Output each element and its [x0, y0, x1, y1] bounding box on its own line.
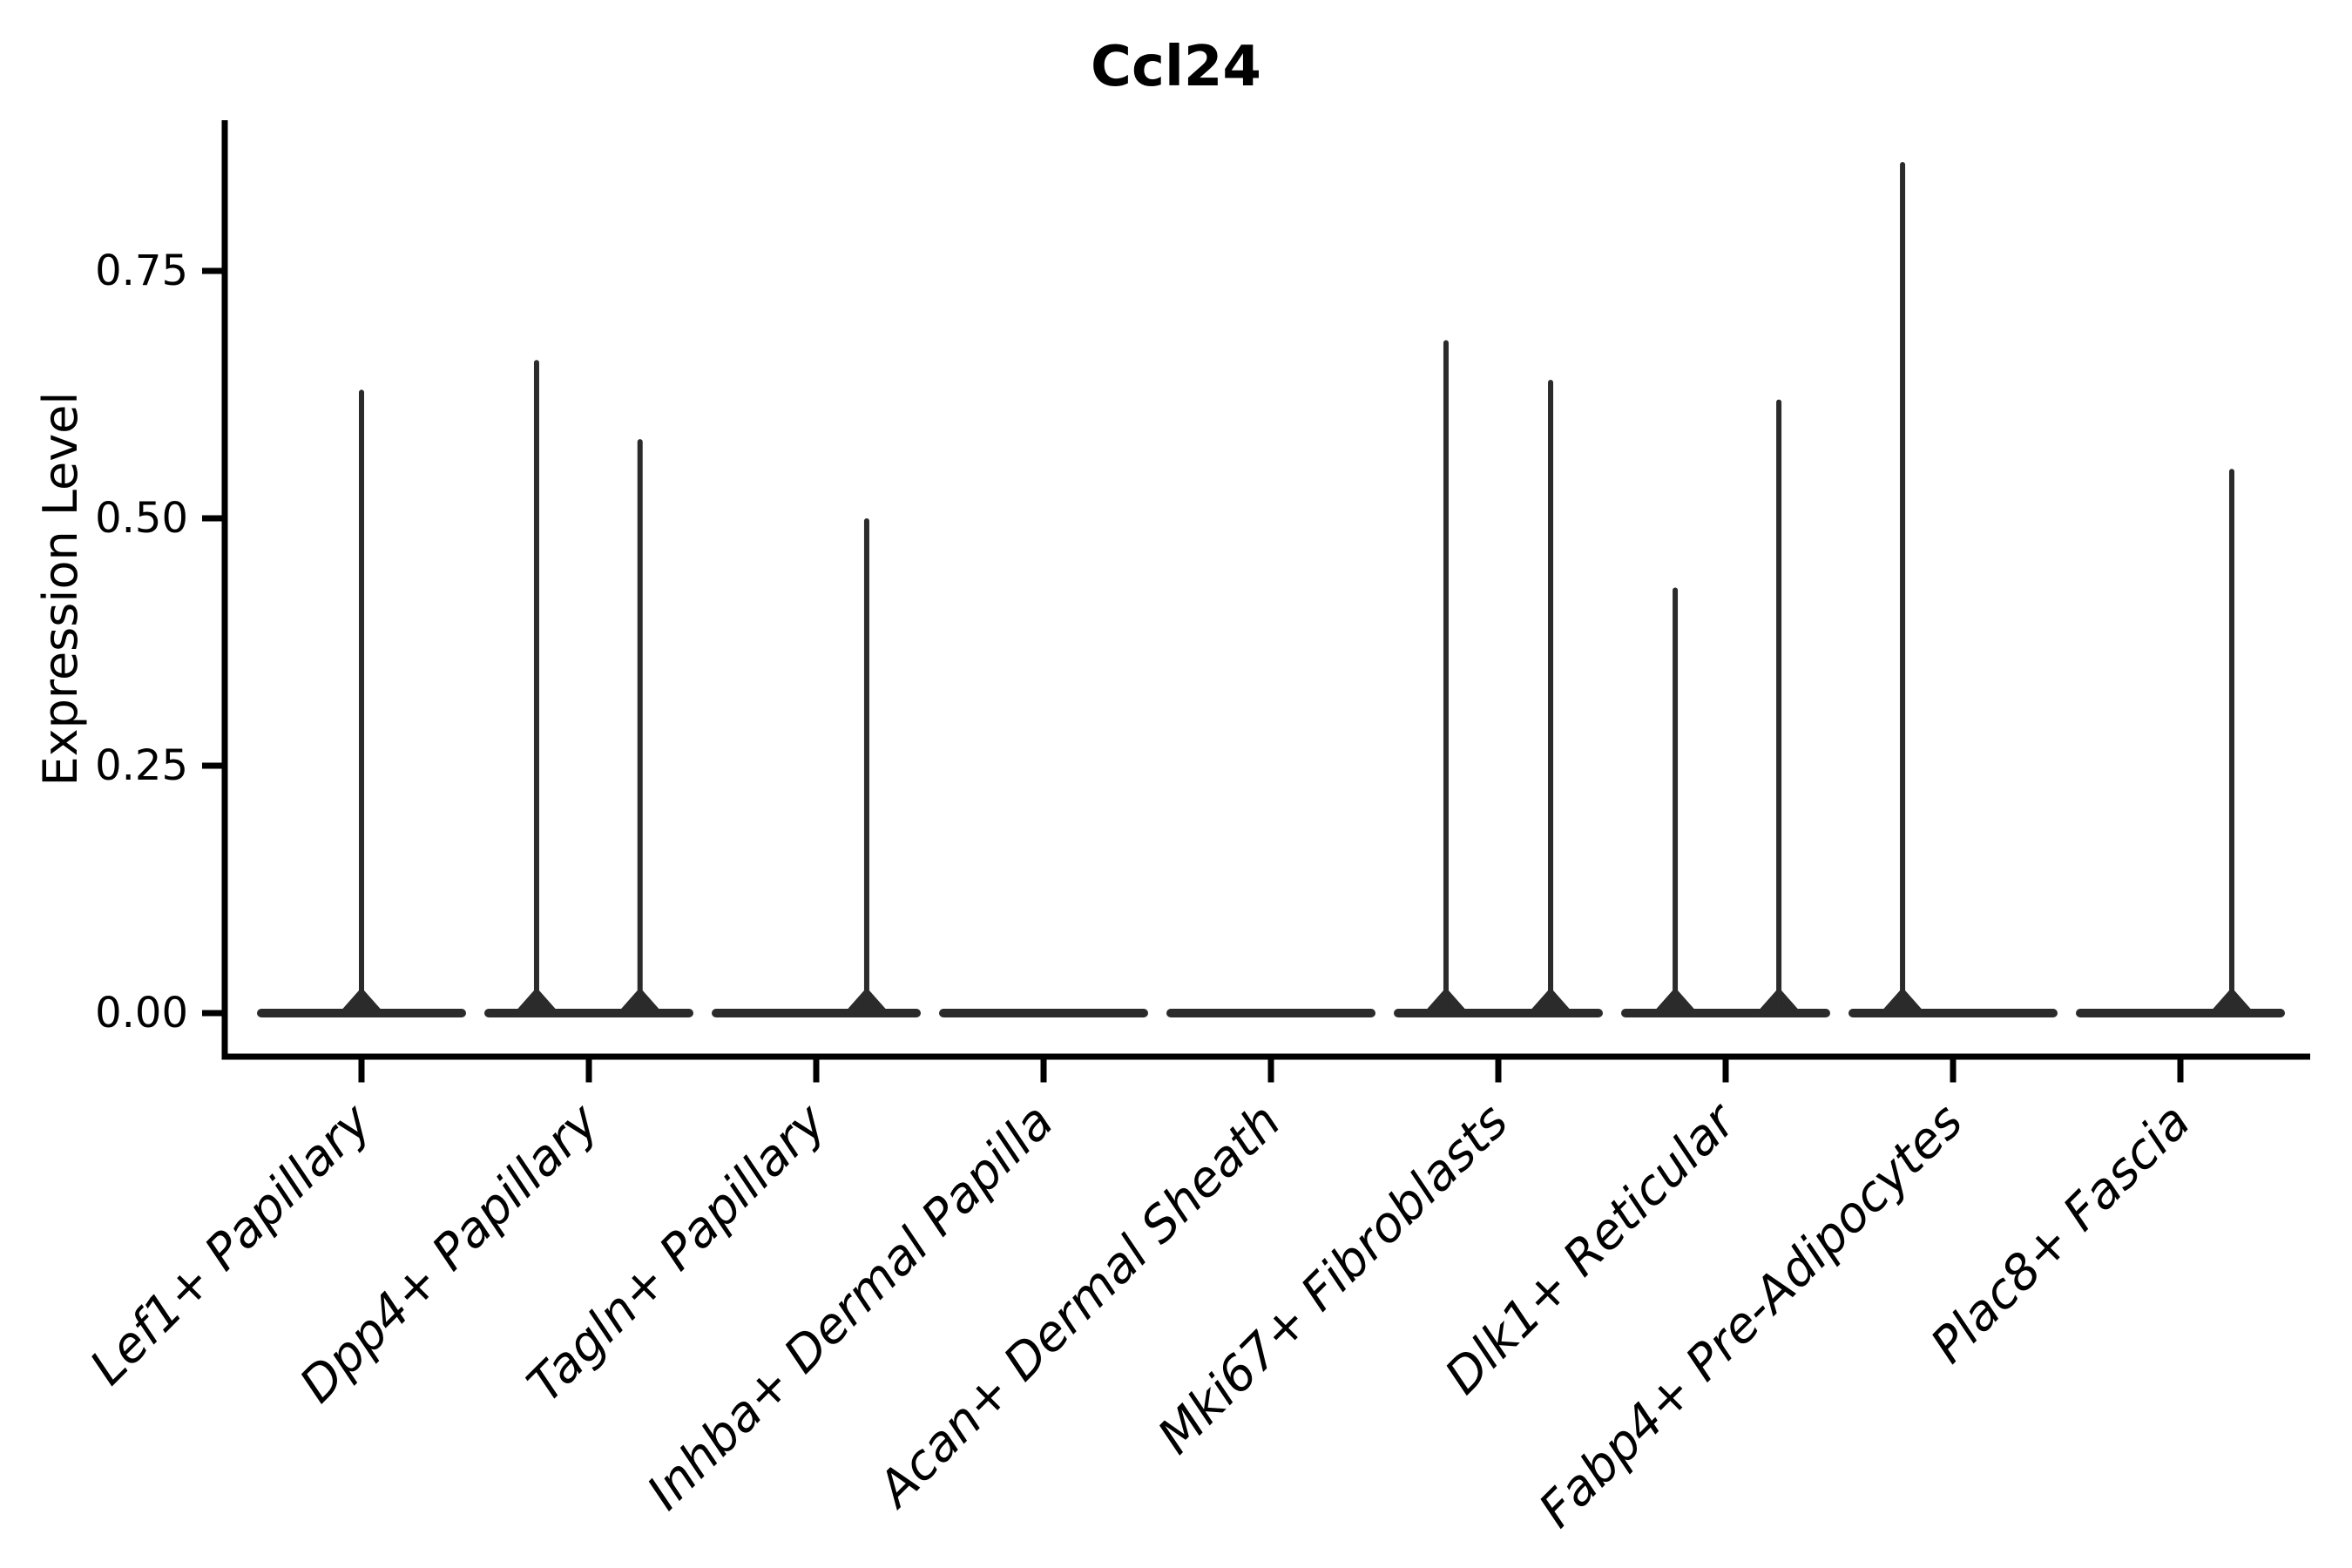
y-tick-label: 0.25: [95, 741, 188, 790]
violin: [1394, 340, 1603, 1017]
x-tick-label: Fabp4+ Pre-Adipocytes: [1529, 1093, 1974, 1538]
chart-title: Ccl24: [1091, 35, 1261, 99]
x-tick-label: Acan+ Dermal Sheath: [866, 1093, 1292, 1519]
y-tick-label: 0.75: [95, 247, 188, 295]
violin: [257, 389, 466, 1017]
x-tick-label: Inhba+ Dermal Papilla: [637, 1093, 1064, 1521]
violin: [1848, 162, 2058, 1017]
y-tick-label: 0.50: [95, 494, 188, 543]
violin: [484, 360, 693, 1017]
axes: [221, 120, 2310, 1060]
y-tick-label: 0.00: [95, 989, 188, 1037]
violin: [1621, 399, 1830, 1017]
y-axis-ticks: 0.00 0.25 0.50 0.75: [95, 247, 225, 1037]
violin: [2076, 469, 2285, 1017]
violins: [257, 162, 2285, 1017]
violin: [712, 518, 921, 1017]
y-axis-title: Expression Level: [33, 392, 88, 787]
